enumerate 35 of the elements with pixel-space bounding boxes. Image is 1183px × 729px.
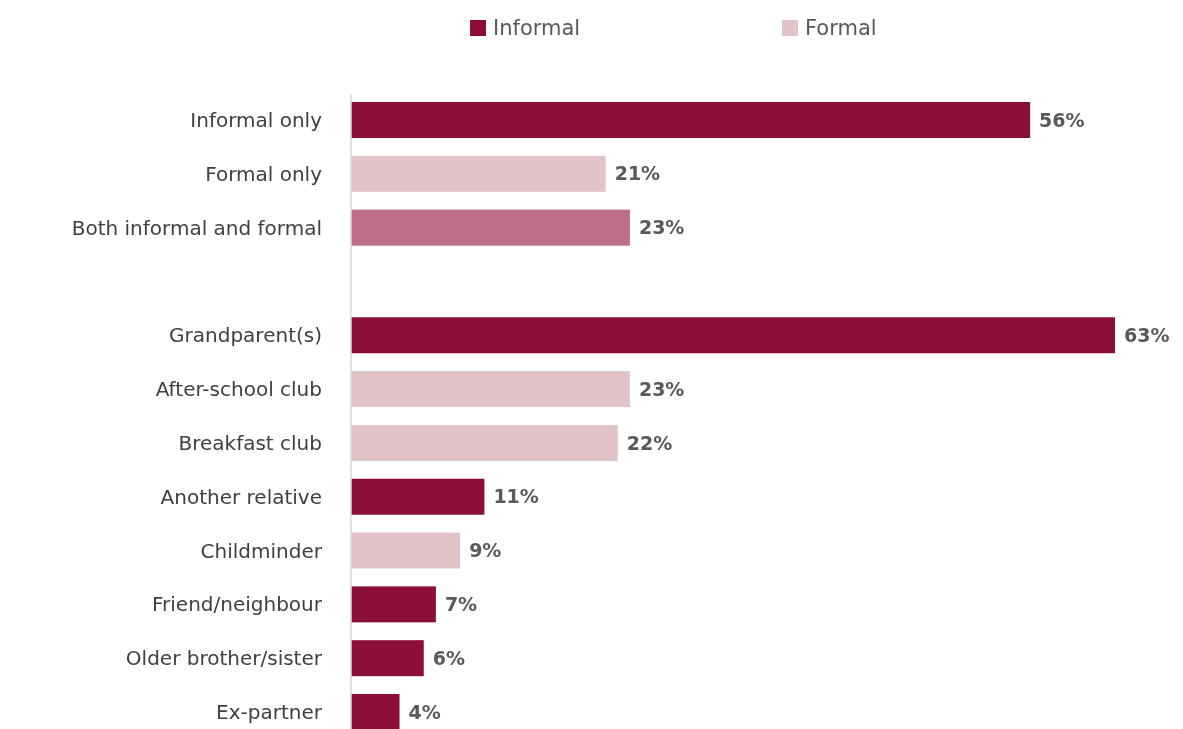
data-label: 23% (638, 216, 685, 239)
bar (351, 424, 618, 461)
bar (351, 532, 461, 569)
y-tick-label: Friend/neighbour (152, 592, 323, 617)
y-tick-label: Formal only (205, 161, 323, 186)
bar (351, 155, 606, 192)
data-label: 23% (638, 377, 685, 400)
data-label: 63% (1124, 323, 1170, 346)
data-label: 21% (614, 162, 661, 185)
bar (351, 478, 485, 515)
y-tick-label: Older brother/sister (125, 646, 323, 671)
y-tick-label: Breakfast club (178, 430, 322, 455)
data-label: 7% (444, 593, 478, 616)
y-tick-label: Another relative (160, 484, 322, 509)
y-tick-label: Childminder (200, 538, 323, 563)
data-label: 9% (469, 539, 502, 562)
data-label: 56% (1039, 108, 1085, 131)
legend-label: Informal (493, 16, 581, 41)
bar (351, 640, 424, 677)
bar (351, 694, 400, 729)
data-label: 11% (493, 485, 539, 508)
data-label: 22% (626, 431, 673, 454)
data-label: 4% (408, 700, 441, 723)
legend-label: Formal (805, 16, 877, 41)
data-label: 6% (432, 646, 466, 669)
y-tick-label: Both informal and formal (71, 215, 322, 240)
y-tick-label: Grandparent(s) (169, 323, 322, 348)
bar (351, 317, 1115, 354)
y-tick-label: Ex-partner (216, 700, 323, 724)
bar (351, 586, 436, 623)
bar (351, 209, 630, 246)
bar (351, 371, 630, 408)
y-tick-label: Informal only (190, 108, 323, 132)
y-tick-label: After-school club (155, 377, 322, 402)
bar (351, 102, 1031, 138)
